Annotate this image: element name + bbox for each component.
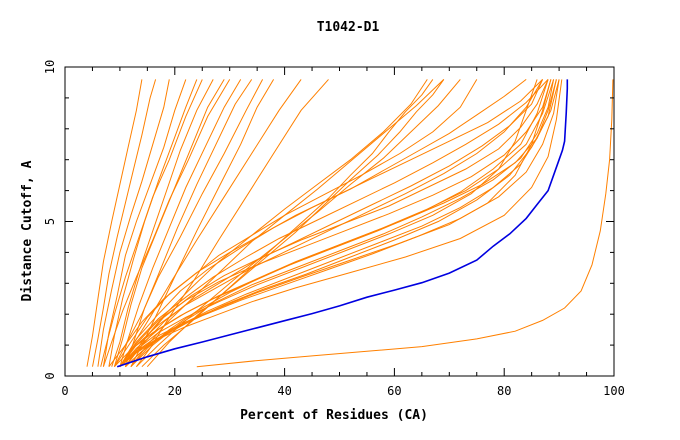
- x-tick-label: 60: [387, 384, 401, 398]
- model-series-line-16: [119, 79, 563, 368]
- model-series-line-6: [111, 79, 214, 367]
- model-series-line-35: [141, 79, 434, 368]
- x-tick-label: 0: [61, 384, 68, 398]
- model-series-line-1: [92, 79, 157, 367]
- x-tick-label: 100: [603, 384, 625, 398]
- model-series-line-15: [86, 79, 143, 367]
- model-series-line-18: [119, 79, 538, 368]
- model-series-line-20: [125, 79, 557, 368]
- model-series-line-22: [125, 79, 557, 368]
- model-series-line-5: [100, 79, 203, 367]
- model-series-line-31: [113, 79, 543, 367]
- model-series-line-32: [119, 79, 527, 367]
- model-series-line-11: [113, 79, 264, 367]
- model-series-line-27: [114, 79, 549, 368]
- axes-frame: [64, 66, 615, 377]
- model-series-line-24: [119, 79, 552, 367]
- model-series-line-39: [196, 79, 614, 368]
- model-series-line-34: [130, 79, 445, 368]
- y-tick-label: 0: [43, 372, 57, 379]
- model-series-line-9: [119, 79, 242, 367]
- y-axis-label: Distance Cutoff, A: [20, 160, 35, 301]
- model-series-line-12: [130, 79, 275, 367]
- highlight-series-line: [116, 79, 569, 368]
- model-series-line-33: [108, 79, 478, 368]
- x-tick-label: 40: [277, 384, 291, 398]
- model-series-line-14: [135, 79, 329, 367]
- model-series-line-37: [136, 79, 461, 368]
- model-series-line-3: [102, 79, 187, 367]
- model-series-line-30: [125, 79, 544, 368]
- model-series-line-2: [97, 79, 170, 367]
- plot-area: [86, 79, 614, 368]
- model-series-line-8: [102, 79, 231, 367]
- model-series-line-36: [146, 79, 445, 368]
- x-axis-label: Percent of Residues (CA): [240, 408, 428, 423]
- y-tick-label: 5: [43, 218, 57, 225]
- model-series-line-23: [130, 79, 555, 368]
- x-tick-label: 80: [497, 384, 511, 398]
- chart-title: T1042-D1: [317, 20, 380, 35]
- model-series-line-10: [124, 79, 253, 367]
- model-series-line-26: [130, 79, 560, 368]
- y-tick-label: 10: [43, 60, 57, 74]
- model-series-line-28: [119, 79, 544, 368]
- model-series-line-38: [124, 79, 428, 367]
- axis-ticks: 0 20 40 60 80 100 0 5 10: [43, 60, 625, 398]
- x-tick-label: 20: [168, 384, 182, 398]
